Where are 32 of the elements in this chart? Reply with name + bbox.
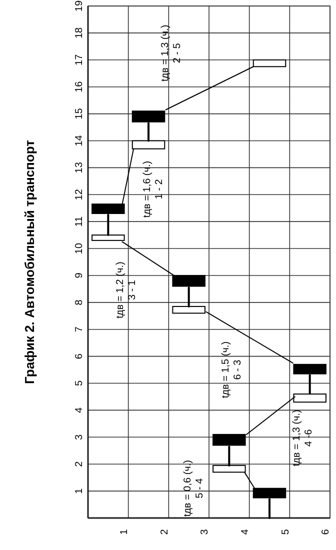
y-tick-label: 17 xyxy=(74,54,85,66)
x-tick-label: 1 xyxy=(118,528,130,535)
annotation: tдв = 0,6 (ч.) 5 - 4 xyxy=(182,460,206,517)
y-tick-label: 2 xyxy=(74,460,85,467)
annotation: tдв = 1,3 (ч.) 2 - 5 xyxy=(160,24,184,82)
annotation: tдв = 1,3 (ч.) 4 -6 xyxy=(291,410,314,466)
y-tick-label: 8 xyxy=(74,299,85,306)
y-tick-label: 7 xyxy=(74,326,85,332)
y-tick-label: 3 xyxy=(74,434,85,440)
y-tick-label: 13 xyxy=(74,162,85,174)
y-tick-label: 14 xyxy=(74,134,85,146)
y-tick-label: 11 xyxy=(74,216,85,227)
annotation: tдв = 1,6 (ч.) 1 - 2 xyxy=(142,160,166,218)
annotation: tдв = 1,5 (ч.) 6 - 3 xyxy=(220,341,244,398)
y-tick-label: 5 xyxy=(74,380,85,386)
text: График 2. Автомобильный транспорт xyxy=(22,140,37,384)
y-tick-label: 12 xyxy=(74,188,85,200)
x-tick-label: 2 xyxy=(159,528,170,535)
y-tick-label: 19 xyxy=(74,0,85,12)
x-tick-label: 6 xyxy=(320,528,332,535)
y-tick-label: 1 xyxy=(74,488,85,494)
y-tick-label: 15 xyxy=(74,108,85,120)
y-tick-label: 18 xyxy=(74,26,85,39)
y-tick-label: 4 xyxy=(74,406,85,413)
y-tick-label: 16 xyxy=(74,80,85,92)
annotation: tдв = 1,2 (ч.) 3 - 1 xyxy=(115,262,138,318)
y-tick-label: 10 xyxy=(74,242,85,254)
x-tick-label: 5 xyxy=(280,528,292,535)
y-tick-label: 6 xyxy=(74,353,85,360)
x-tick-label: 4 xyxy=(240,528,251,535)
y-tick-label: 9 xyxy=(74,272,85,278)
x-tick-label: 3 xyxy=(200,528,211,535)
